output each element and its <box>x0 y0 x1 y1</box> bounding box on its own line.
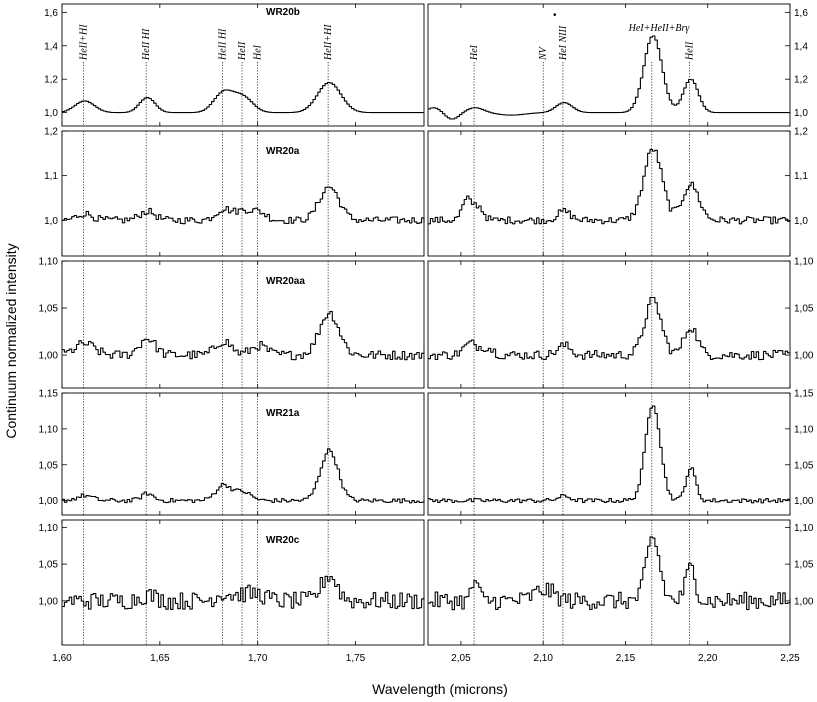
line-id-label: HeII HI <box>217 28 228 61</box>
panel-frame <box>427 260 791 389</box>
y-tick-label: 1,00 <box>794 351 814 362</box>
y-tick-label: 1,0 <box>794 216 808 227</box>
line-id-label: HeI <box>253 44 264 61</box>
spectrum-wr20a <box>62 186 425 225</box>
spectrum-wr20b <box>62 82 424 114</box>
x-tick-label: 2,20 <box>698 653 718 664</box>
spectrum-wr21a <box>62 448 425 504</box>
spectrum-wr20c <box>428 536 791 611</box>
y-tick-label: 1,10 <box>794 257 814 268</box>
panel-label: WR20a <box>266 146 300 157</box>
y-tick-label: 1,4 <box>44 41 58 52</box>
panel-wr20aa: 1,00 1,00 1,05 1,05 1,10 1,10 WR20aa <box>39 257 814 389</box>
spectrum-wr21a <box>428 405 791 504</box>
line-id-label: HeII+HI <box>79 24 90 61</box>
line-id-label: HeII <box>685 41 696 61</box>
y-tick-label: 1,0 <box>44 108 58 119</box>
y-tick-label: 1,0 <box>44 216 58 227</box>
y-tick-label: 1,05 <box>794 460 814 471</box>
y-tick-label: 1,2 <box>794 127 808 138</box>
y-tick-label: 1,2 <box>44 75 58 86</box>
y-tick-label: 1,05 <box>39 460 59 471</box>
x-tick-label: 2,25 <box>780 653 800 664</box>
line-id-label: HeII+HI <box>323 24 334 61</box>
panel-label: WR20b <box>266 7 300 18</box>
y-tick-label: 1,4 <box>794 41 808 52</box>
x-tick-label: 1,70 <box>248 653 268 664</box>
line-id-label: HeII HI <box>141 28 152 61</box>
y-tick-label: 1,1 <box>794 171 808 182</box>
y-tick-label: 1,05 <box>39 304 59 315</box>
star-marker: • <box>553 10 557 21</box>
y-tick-label: 1,15 <box>39 389 59 400</box>
y-tick-label: 1,10 <box>794 424 814 435</box>
panel-label: WR21a <box>266 408 300 419</box>
y-tick-label: 1,6 <box>44 8 58 19</box>
x-tick-label: 1,60 <box>52 653 72 664</box>
y-tick-label: 1,15 <box>794 389 814 400</box>
y-tick-label: 1,00 <box>39 596 59 607</box>
panel-wr20a: 1,0 1,0 1,1 1,1 1,2 1,2 WR20a <box>44 127 808 257</box>
y-tick-label: 1,2 <box>44 127 58 138</box>
x-tick-label: 2,15 <box>616 653 636 664</box>
y-tick-label: 1,10 <box>39 424 59 435</box>
panel-wr20c: 1,00 1,00 1,05 1,05 1,10 1,10 WR20c <box>39 519 814 646</box>
line-id-label: HeII <box>237 41 248 61</box>
panel-frame <box>61 130 425 257</box>
line-id-label: NV <box>538 45 549 61</box>
panel-frame <box>427 130 791 257</box>
x-axis-label: Wavelength (microns) <box>372 681 508 697</box>
y-tick-label: 1,05 <box>794 304 814 315</box>
y-tick-label: 1,6 <box>794 8 808 19</box>
line-id-label: HeI+HeII+Brγ <box>628 23 691 34</box>
x-tick-label: 2,05 <box>451 653 471 664</box>
spectrum-wr20aa <box>62 310 425 361</box>
y-tick-label: 1,00 <box>39 496 59 507</box>
y-tick-label: 1,10 <box>39 523 59 534</box>
panel-wr21a: 1,00 1,00 1,05 1,05 1,10 1,10 1,15 1,15 WR21a <box>39 389 814 516</box>
panel-frame <box>61 519 425 646</box>
panel-frame <box>427 3 791 127</box>
y-axis-label: Continuum normalized intensity <box>3 243 19 438</box>
spectrum-wr20aa <box>428 296 791 361</box>
spectrum-wr20a <box>428 148 791 225</box>
x-tick-label: 1,65 <box>150 653 170 664</box>
y-tick-label: 1,05 <box>794 560 814 571</box>
line-id-label: HeI NIII <box>558 25 569 61</box>
x-tick-labels: 1,60 1,65 1,70 1,75 2,05 2,10 2,15 2,20 2,25 <box>52 653 800 664</box>
spectrum-wr20c <box>62 575 425 610</box>
y-tick-label: 1,00 <box>794 496 814 507</box>
spectrum-wr20b <box>428 35 790 120</box>
y-tick-label: 1,10 <box>794 523 814 534</box>
panel-wr20b: 1,0 1,0 1,2 1,2 1,4 1,4 1,6 1,6 WR20b HeII+HI HeII… <box>44 3 808 127</box>
panel-frame <box>427 392 791 516</box>
x-tick-label: 2,10 <box>533 653 553 664</box>
y-tick-label: 1,1 <box>44 171 58 182</box>
panel-frame <box>61 3 425 127</box>
panel-frame <box>427 519 791 646</box>
y-tick-label: 1,10 <box>39 257 59 268</box>
panel-label: WR20aa <box>266 276 305 287</box>
panel-frame <box>61 260 425 389</box>
y-tick-label: 1,05 <box>39 560 59 571</box>
y-tick-label: 1,00 <box>39 351 59 362</box>
panel-label: WR20c <box>266 535 300 546</box>
x-tick-label: 1,75 <box>346 653 366 664</box>
y-tick-label: 1,2 <box>794 75 808 86</box>
y-tick-label: 1,00 <box>794 596 814 607</box>
spectra-panels: 1,0 1,0 1,2 1,2 1,4 1,4 1,6 1,6 WR20b HeII+HI HeII… <box>39 3 814 646</box>
y-tick-label: 1,0 <box>794 108 808 119</box>
panel-frame <box>61 392 425 516</box>
line-id-label: HeI <box>469 44 480 61</box>
